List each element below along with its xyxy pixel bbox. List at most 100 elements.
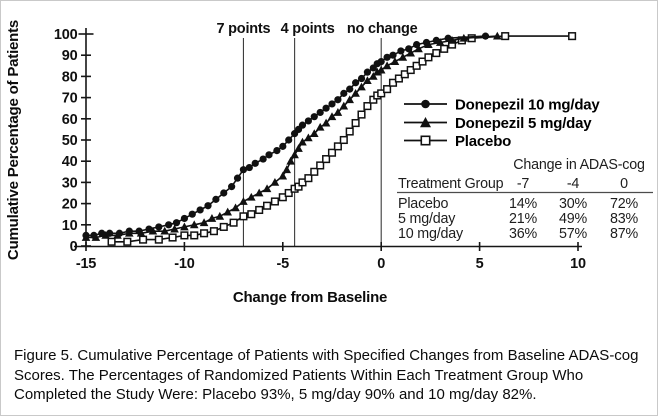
- data-point-triangle: [290, 150, 299, 159]
- data-point-circle: [334, 96, 342, 104]
- y-tick-label: 20: [62, 197, 78, 213]
- y-tick-label: 90: [62, 48, 78, 64]
- data-point-square: [209, 227, 218, 236]
- data-point-circle: [304, 117, 312, 125]
- x-tick-label: -15: [76, 256, 96, 272]
- data-point-circle: [328, 100, 336, 108]
- data-point-circle: [135, 227, 143, 235]
- y-tick-label: 50: [62, 133, 78, 149]
- reference-line-label: 7 points: [216, 21, 270, 37]
- data-point-triangle: [390, 57, 400, 65]
- data-point-triangle: [493, 31, 502, 40]
- data-point-circle: [106, 229, 114, 237]
- data-point-circle: [377, 57, 385, 66]
- legend-label-10mg: Donepezil 10 mg/day: [455, 97, 600, 114]
- data-point-square: [327, 148, 337, 157]
- data-point-triangle: [304, 133, 313, 142]
- data-point-circle: [204, 202, 212, 210]
- data-point-circle: [383, 53, 391, 61]
- data-point-circle: [322, 104, 330, 112]
- data-point-circle: [239, 166, 248, 174]
- inset-table-cell: 49%: [559, 211, 588, 227]
- data-point-circle: [363, 68, 372, 76]
- data-point-circle: [251, 159, 259, 167]
- data-point-square: [351, 118, 360, 128]
- data-point-circle: [273, 147, 281, 155]
- x-tick-label: 5: [476, 256, 484, 272]
- x-tick-label: -10: [174, 256, 194, 272]
- inset-table-row-label: Placebo: [398, 196, 449, 212]
- data-point-triangle: [282, 165, 292, 174]
- data-point-triangle: [435, 38, 445, 46]
- data-point-circle: [413, 41, 421, 49]
- inset-table-cell: 87%: [610, 226, 639, 242]
- data-point-triangle: [406, 48, 416, 57]
- inset-table-row-label: 10 mg/day: [398, 226, 464, 242]
- legend: Donepezil 10 mg/day Donepezil 5 mg/day P…: [404, 97, 601, 150]
- data-point-triangle: [278, 171, 288, 180]
- data-point-square: [139, 235, 148, 244]
- data-point-triangle: [369, 72, 378, 80]
- data-point-triangle: [270, 178, 280, 186]
- data-point-triangle: [447, 35, 457, 44]
- data-point-triangle: [189, 220, 199, 229]
- data-point-circle: [357, 74, 366, 83]
- data-point-triangle: [262, 184, 272, 193]
- legend-label-5mg: Donepezil 5 mg/day: [455, 115, 592, 132]
- inset-table-cell: 57%: [559, 226, 588, 242]
- data-point-square: [239, 212, 248, 221]
- data-point-triangle: [372, 67, 382, 76]
- x-axis-title: Change from Baseline: [233, 289, 387, 306]
- data-point-square: [190, 231, 199, 240]
- data-point-circle: [259, 155, 267, 163]
- data-point-square: [412, 61, 421, 70]
- data-point-square: [154, 235, 163, 244]
- data-point-triangle: [357, 82, 366, 91]
- data-point-circle: [172, 219, 181, 227]
- data-point-circle: [228, 183, 236, 191]
- reference-line-label: 4 points: [281, 21, 335, 37]
- inset-table-cell: 36%: [509, 226, 538, 242]
- y-tick-label: 10: [62, 218, 78, 234]
- x-tick-label: 0: [377, 256, 385, 272]
- inset-table-cell: 30%: [559, 196, 588, 212]
- y-tick-label: 0: [70, 239, 78, 255]
- data-point-square: [377, 89, 386, 98]
- data-point-triangle: [398, 52, 408, 61]
- data-point-circle: [389, 51, 397, 59]
- data-point-circle: [285, 136, 293, 144]
- data-point-circle: [82, 231, 90, 239]
- data-point-square: [394, 74, 403, 83]
- inset-table-title: Change in ADAS-cog: [513, 157, 645, 173]
- series-group: [81, 31, 577, 246]
- data-point-circle: [397, 47, 405, 55]
- data-point-square: [123, 237, 132, 246]
- data-point-circle: [310, 113, 318, 121]
- data-point-square: [363, 102, 372, 111]
- data-point-triangle: [333, 108, 343, 116]
- data-point-triangle: [199, 218, 209, 227]
- data-point-circle: [165, 221, 173, 229]
- data-point-circle: [422, 38, 431, 47]
- data-point-square: [339, 135, 348, 145]
- data-point-circle: [196, 206, 204, 214]
- data-point-square: [229, 218, 238, 227]
- data-point-circle: [340, 89, 348, 97]
- data-point-triangle: [345, 95, 355, 104]
- y-tick-label: 80: [62, 69, 78, 85]
- data-point-triangle: [223, 207, 232, 216]
- inset-table-cell: 14%: [509, 196, 538, 212]
- legend-label-placebo: Placebo: [455, 133, 511, 150]
- data-point-square: [200, 229, 209, 238]
- data-point-square: [333, 142, 342, 151]
- data-point-triangle: [321, 118, 331, 127]
- data-point-circle: [245, 163, 253, 172]
- data-point-circle: [188, 210, 196, 218]
- data-point-square: [255, 205, 264, 215]
- inset-table-cell: 21%: [509, 211, 538, 227]
- inset-table-row-label: 5 mg/day: [398, 211, 456, 227]
- inset-table-cell: 72%: [610, 196, 639, 212]
- data-point-triangle: [315, 122, 325, 131]
- y-tick-label: 40: [62, 154, 78, 170]
